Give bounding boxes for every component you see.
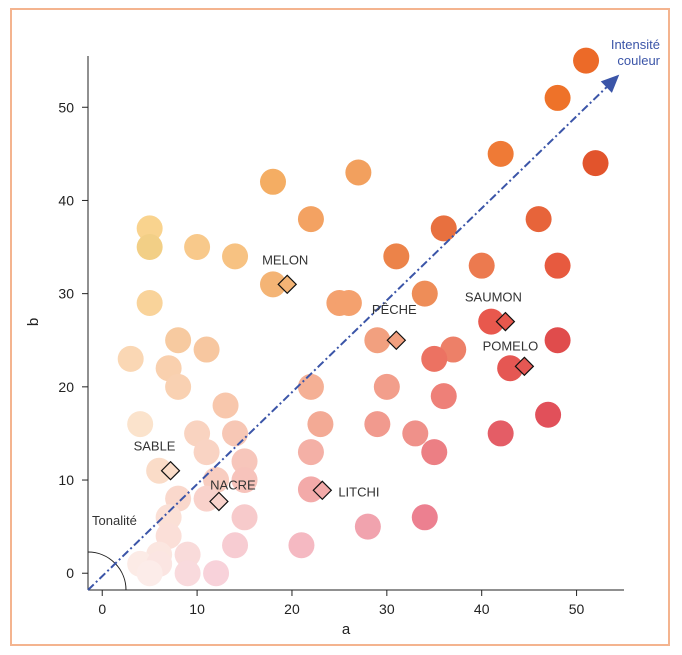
scatter-point xyxy=(184,234,211,261)
point-label: MELON xyxy=(262,252,308,267)
y-tick-label: 30 xyxy=(58,286,74,302)
scatter-point xyxy=(383,243,410,270)
scatter-point xyxy=(487,420,514,447)
points-layer xyxy=(117,47,609,587)
scatter-point xyxy=(364,327,391,354)
point-label: SAUMON xyxy=(465,290,522,305)
scatter-point xyxy=(127,411,154,438)
labeled-diamond-marker xyxy=(160,460,181,481)
scatter-point xyxy=(136,560,163,587)
scatter-point xyxy=(174,541,201,568)
x-tick-label: 20 xyxy=(284,601,300,617)
scatter-point xyxy=(297,476,324,503)
scatter-point xyxy=(174,560,201,587)
scatter-point xyxy=(354,513,381,540)
scatter-point xyxy=(544,84,571,111)
x-tick-label: 0 xyxy=(98,601,106,617)
scatter-point xyxy=(136,215,163,242)
point-label: NACRE xyxy=(210,477,256,492)
scatter-point xyxy=(212,392,239,419)
labeled-diamond-marker xyxy=(277,274,298,295)
scatter-point xyxy=(544,327,571,354)
scatter-point xyxy=(117,345,144,372)
labeled-diamond-marker xyxy=(386,330,407,351)
scatter-point xyxy=(231,504,258,531)
scatter-point xyxy=(203,560,230,587)
point-label: POMELO xyxy=(483,338,539,353)
scatter-point xyxy=(430,383,457,410)
scatter-point xyxy=(402,420,429,447)
arrow-layer xyxy=(87,74,620,591)
scatter-point xyxy=(411,280,438,307)
scatter-point xyxy=(525,206,552,233)
scatter-point xyxy=(582,150,609,177)
scatter-point xyxy=(259,271,286,298)
scatter-point xyxy=(193,439,220,466)
scatter-point xyxy=(497,355,524,382)
scatter-point xyxy=(421,345,448,372)
scatter-point xyxy=(535,401,562,428)
scatter-point xyxy=(307,411,334,438)
y-tick-label: 40 xyxy=(58,192,74,208)
text-layer: 0 10 20 30 40 50 0 10 20 30 40 50 a b Tonalité Intensit… xyxy=(25,37,661,638)
y-tick-label: 50 xyxy=(58,99,74,115)
scatter-point xyxy=(478,308,505,335)
intensity-label-line1: Intensité xyxy=(611,37,660,52)
scatter-point xyxy=(411,504,438,531)
scatter-point xyxy=(222,243,249,270)
point-label: LITCHI xyxy=(338,484,379,499)
scatter-point xyxy=(222,420,249,447)
hue-layer xyxy=(87,551,127,591)
scatter-point xyxy=(430,215,457,242)
axes-layer xyxy=(82,56,624,596)
x-axis-title: a xyxy=(342,621,351,638)
scatter-point xyxy=(222,532,249,559)
scatter-point xyxy=(297,206,324,233)
scatter-point xyxy=(297,439,324,466)
hue-arc xyxy=(87,551,127,591)
labeled-diamond-marker xyxy=(312,480,333,501)
y-tick-label: 20 xyxy=(58,379,74,395)
scatter-point xyxy=(364,411,391,438)
scatter-point xyxy=(193,336,220,363)
labeled-diamond-marker xyxy=(495,311,516,332)
labeled-diamond-marker xyxy=(514,356,535,377)
intensity-label-line2: couleur xyxy=(617,53,660,68)
scatter-point xyxy=(421,439,448,466)
intensity-arrow-line xyxy=(87,81,612,591)
scatter-point xyxy=(231,467,258,494)
scatter-point xyxy=(136,289,163,316)
point-label: SABLE xyxy=(134,439,176,454)
x-tick-label: 10 xyxy=(189,601,205,617)
x-tick-label: 40 xyxy=(474,601,490,617)
scatter-point xyxy=(259,168,286,195)
scatter-point xyxy=(165,373,192,400)
x-tick-label: 50 xyxy=(569,601,585,617)
scatter-point xyxy=(165,327,192,354)
y-tick-label: 0 xyxy=(66,565,74,581)
scatter-point xyxy=(155,504,182,531)
scatter-point xyxy=(573,47,600,74)
scatter-point xyxy=(297,373,324,400)
point-label: PÊCHE xyxy=(372,302,417,317)
scatter-point xyxy=(544,252,571,279)
scatter-point xyxy=(468,252,495,279)
hue-label: Tonalité xyxy=(92,513,137,528)
x-tick-label: 30 xyxy=(379,601,395,617)
scatter-point xyxy=(231,448,258,475)
scatter-point xyxy=(146,457,173,484)
y-axis-title: b xyxy=(25,318,42,326)
labeled-diamond-marker xyxy=(209,491,229,512)
labeled-points-layer xyxy=(160,274,535,512)
intensity-arrow-head xyxy=(600,74,620,93)
scatter-point xyxy=(487,140,514,167)
scatter-point xyxy=(288,532,315,559)
figure-frame xyxy=(10,8,670,646)
scatter-point xyxy=(136,234,163,261)
scatter-point xyxy=(345,159,372,186)
y-tick-label: 10 xyxy=(58,472,74,488)
scatter-point xyxy=(335,289,362,316)
scatter-point xyxy=(373,373,400,400)
